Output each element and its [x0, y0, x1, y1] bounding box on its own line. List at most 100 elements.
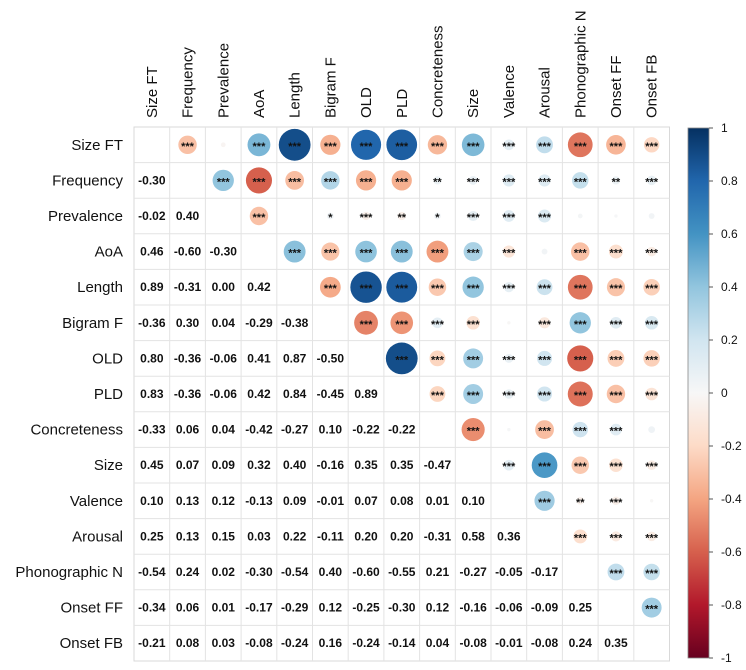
coef-label: -0.30 — [138, 173, 166, 187]
significance-stars: ** — [433, 176, 442, 188]
significance-stars: *** — [645, 461, 659, 473]
coef-label: -0.11 — [317, 529, 344, 543]
corr-circle — [278, 128, 311, 161]
significance-stars: *** — [324, 248, 338, 260]
corr-circle — [567, 132, 593, 158]
coef-label: -0.05 — [495, 565, 523, 579]
coef-label: 0.36 — [497, 529, 521, 543]
significance-stars: *** — [502, 212, 516, 224]
coef-label: 0.10 — [461, 494, 485, 508]
corr-circle — [643, 350, 660, 367]
coef-label: 0.02 — [212, 565, 236, 579]
coef-label: 0.87 — [283, 351, 307, 365]
corr-circle — [507, 321, 511, 325]
significance-stars: *** — [574, 461, 588, 473]
significance-stars: *** — [538, 141, 552, 153]
significance-stars: ** — [397, 212, 406, 224]
col-label-pld: PLD — [394, 89, 411, 118]
row-label-arousal: Arousal — [72, 528, 123, 545]
significance-stars: *** — [645, 283, 659, 295]
coef-label: 0.13 — [176, 529, 200, 543]
coef-label: 0.46 — [140, 245, 164, 259]
significance-stars: *** — [538, 461, 552, 473]
significance-stars: *** — [645, 390, 659, 402]
significance-stars: *** — [610, 248, 624, 260]
corr-circle — [390, 240, 413, 263]
colorbar: 1 0.8 0.6 0.4 0.2 0 -0.2 -0.4 -0.6 -0.8 -1 — [687, 121, 742, 665]
corr-circle — [320, 134, 341, 155]
corr-circle — [606, 134, 626, 155]
corr-circle — [503, 139, 515, 151]
significance-stars: *** — [360, 176, 374, 188]
coef-label: -0.29 — [281, 601, 309, 615]
corr-circle — [571, 242, 590, 261]
matrix-grid — [133, 126, 670, 662]
significance-stars: *** — [395, 248, 409, 260]
corr-circle — [397, 211, 406, 221]
significance-stars: *** — [610, 461, 624, 473]
significance-stars: *** — [467, 212, 481, 224]
corr-circle — [576, 497, 585, 505]
coef-label: 0.15 — [212, 529, 236, 543]
row-label-prevalence: Prevalence — [48, 208, 123, 225]
corr-circle — [569, 312, 591, 334]
col-label-old: OLD — [358, 87, 375, 118]
coef-label: -0.14 — [388, 636, 416, 650]
significance-stars: *** — [467, 283, 481, 295]
significance-stars: *** — [610, 497, 624, 509]
significance-stars: *** — [431, 319, 445, 331]
corr-circle — [350, 271, 382, 303]
significance-stars: *** — [431, 390, 445, 402]
significance-stars: *** — [288, 176, 302, 188]
significance-stars: *** — [324, 283, 338, 295]
significance-stars: *** — [360, 212, 374, 224]
corr-circle — [326, 212, 334, 220]
significance-stars: *** — [538, 497, 552, 509]
significance-stars: *** — [431, 248, 445, 260]
corr-circle — [462, 276, 484, 298]
coef-label: 0.04 — [212, 316, 236, 330]
corr-circle — [646, 175, 657, 186]
significance-stars: *** — [395, 141, 409, 153]
col-label-onset-fb: Onset FB — [644, 55, 661, 118]
corr-circle — [571, 456, 590, 474]
coef-label: -0.09 — [531, 601, 559, 615]
coef-label: 0.35 — [390, 458, 414, 472]
coef-label: -0.01 — [495, 636, 523, 650]
coef-label: -0.16 — [459, 601, 487, 615]
coef-label: -0.24 — [352, 636, 380, 650]
corr-circle — [572, 421, 588, 438]
coef-label: -0.55 — [388, 565, 416, 579]
corr-circle — [538, 209, 552, 223]
corr-circle — [355, 240, 377, 263]
significance-stars: *** — [360, 248, 374, 260]
significance-stars: *** — [324, 176, 338, 188]
matrix-cells: *** *** *** *** *** *** *** *** *** *** *** *** *** -… — [138, 128, 662, 650]
row-label-concreteness: Concreteness — [30, 422, 123, 439]
coef-label: 0.12 — [319, 601, 343, 615]
corr-circle — [321, 242, 340, 261]
corr-circle — [567, 381, 593, 407]
corr-circle — [503, 210, 515, 222]
coef-label: -0.47 — [424, 458, 452, 472]
coef-label: 0.20 — [390, 529, 414, 543]
corr-circle — [606, 278, 626, 297]
corr-circle — [220, 142, 226, 148]
corr-circle — [504, 389, 514, 399]
coef-label: -0.36 — [174, 387, 202, 401]
coef-label: 0.06 — [176, 601, 200, 615]
colorbar-tick-label: -0.2 — [721, 439, 742, 453]
coef-label: 0.22 — [283, 529, 307, 543]
coef-label: -0.27 — [459, 565, 487, 579]
significance-stars: *** — [538, 212, 552, 224]
significance-stars: *** — [574, 283, 588, 295]
significance-stars: *** — [610, 141, 624, 153]
significance-stars: *** — [538, 426, 552, 438]
corr-circle — [429, 386, 446, 402]
corr-circle — [536, 136, 553, 154]
significance-stars: *** — [574, 426, 588, 438]
coef-label: -0.02 — [138, 209, 166, 223]
significance-stars: *** — [574, 390, 588, 402]
coef-label: -0.50 — [317, 351, 345, 365]
